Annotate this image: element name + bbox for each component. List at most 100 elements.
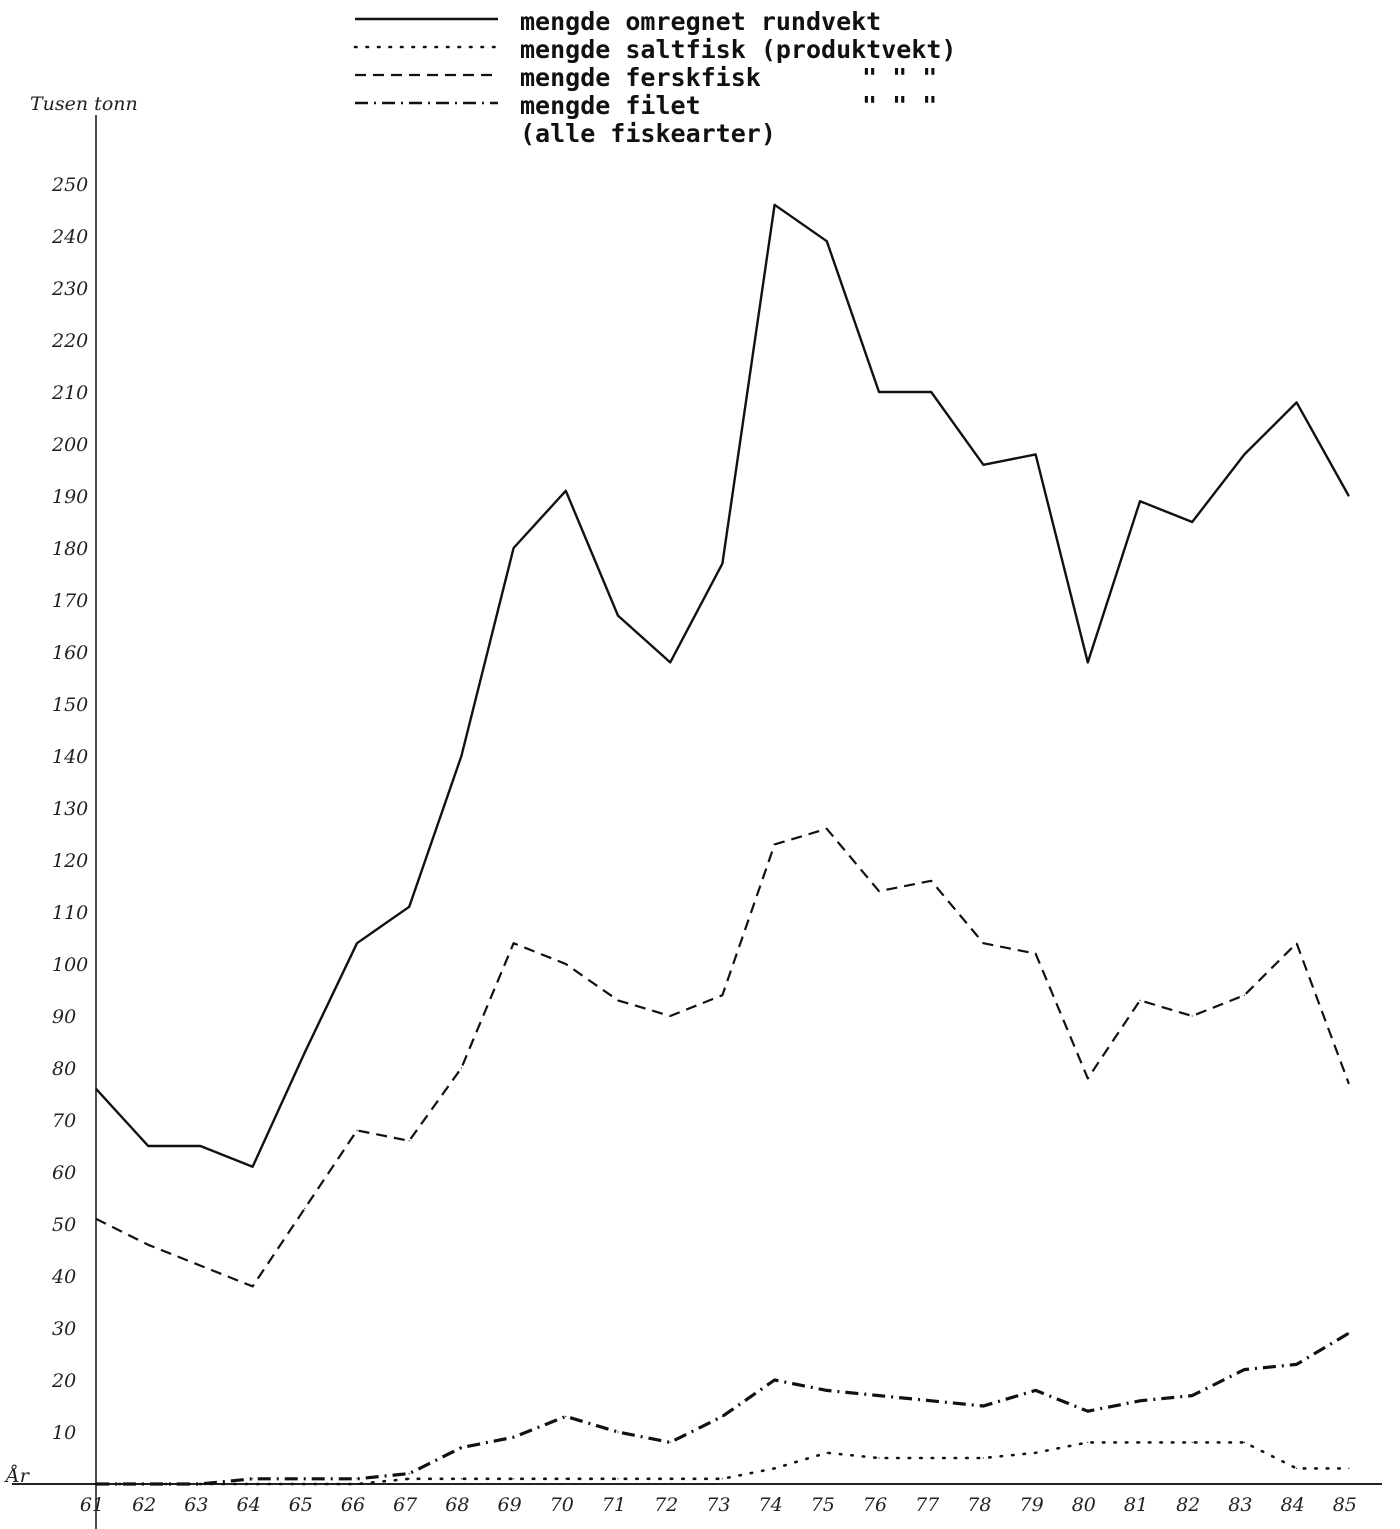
- data-point: [1087, 662, 1088, 663]
- legend-label: (alle fiskearter): [520, 119, 776, 148]
- x-tick-label: 61: [80, 1494, 104, 1516]
- y-tick-label: 160: [52, 642, 88, 664]
- y-tick-label: 230: [51, 278, 88, 300]
- data-point: [670, 1478, 671, 1479]
- legend-label: mengde saltfisk (produktvekt): [520, 35, 957, 64]
- data-point: [774, 204, 775, 205]
- x-tick-label: 63: [184, 1494, 208, 1516]
- data-point: [1296, 1364, 1297, 1365]
- y-tick-label: 10: [52, 1422, 76, 1444]
- y-tick-label: 120: [52, 850, 88, 872]
- data-point: [461, 1447, 462, 1448]
- data-point: [252, 1483, 253, 1484]
- data-point: [356, 1130, 357, 1131]
- data-point: [826, 1390, 827, 1391]
- data-point: [513, 1478, 514, 1479]
- data-point: [670, 1015, 671, 1016]
- data-point: [1348, 1468, 1349, 1469]
- data-point: [1192, 1442, 1193, 1443]
- x-tick-label: 76: [863, 1494, 887, 1516]
- x-tick-labels: 61 62 63 64 65 66 67 68 69 70 71 72 73 74 75 76 77 78 79 80…: [80, 1494, 1357, 1516]
- data-point: [1139, 1000, 1140, 1001]
- data-point: [617, 615, 618, 616]
- series-line-dotted: [96, 1442, 1349, 1484]
- y-tick-label: 30: [52, 1318, 76, 1340]
- data-point: [148, 1483, 149, 1484]
- x-tick-label: 81: [1124, 1494, 1148, 1516]
- data-point: [1296, 402, 1297, 403]
- y-tick-labels: 10 20 30 40 50 60 70 80 90 100 110 120 130 140 150 160 1…: [51, 174, 88, 1444]
- y-tick-label: 210: [51, 382, 88, 404]
- data-point: [774, 1379, 775, 1380]
- data-point: [1348, 1083, 1349, 1084]
- y-tick-label: 220: [51, 330, 88, 352]
- data-point: [1035, 953, 1036, 954]
- x-tick-label: 62: [132, 1494, 156, 1516]
- data-point: [252, 1286, 253, 1287]
- y-tick-label: 180: [52, 538, 88, 560]
- y-axis-label: Tusen tonn: [30, 93, 138, 115]
- data-point: [983, 464, 984, 465]
- data-point: [826, 1452, 827, 1453]
- x-tick-label: 83: [1228, 1494, 1252, 1516]
- data-point: [1035, 1452, 1036, 1453]
- data-point: [1087, 1078, 1088, 1079]
- data-point: [565, 963, 566, 964]
- data-point: [983, 1457, 984, 1458]
- data-point: [513, 943, 514, 944]
- data-point: [461, 1478, 462, 1479]
- data-point: [617, 1431, 618, 1432]
- data-point: [722, 1416, 723, 1417]
- data-point: [1296, 1468, 1297, 1469]
- data-point: [826, 828, 827, 829]
- data-point: [774, 844, 775, 845]
- x-tick-label: 71: [602, 1494, 626, 1516]
- x-tick-label: 65: [289, 1494, 313, 1516]
- data-point: [878, 391, 879, 392]
- origin-label: År: [4, 1465, 31, 1487]
- data-point: [356, 943, 357, 944]
- legend-ditto-marks: " " ": [862, 63, 937, 92]
- data-point: [1244, 454, 1245, 455]
- y-tick-label: 60: [52, 1162, 76, 1184]
- y-tick-label: 90: [52, 1006, 76, 1028]
- y-tick-label: 70: [52, 1110, 76, 1132]
- data-point: [1244, 1442, 1245, 1443]
- data-point: [1192, 1015, 1193, 1016]
- data-point: [200, 1145, 201, 1146]
- data-point: [304, 1052, 305, 1053]
- series-line-dashed: [96, 829, 1349, 1287]
- data-point: [1244, 1369, 1245, 1370]
- data-point: [1139, 1442, 1140, 1443]
- data-point: [95, 1483, 96, 1484]
- data-point: [1035, 454, 1036, 455]
- data-point: [461, 1067, 462, 1068]
- data-point: [1244, 995, 1245, 996]
- data-point: [617, 1000, 618, 1001]
- data-point: [774, 1468, 775, 1469]
- legend-ditto-marks: " " ": [862, 91, 937, 120]
- data-point: [252, 1166, 253, 1167]
- data-point: [200, 1483, 201, 1484]
- data-point: [670, 662, 671, 663]
- x-tick-label: 72: [654, 1494, 678, 1516]
- data-point: [878, 1395, 879, 1396]
- data-point: [1139, 1400, 1140, 1401]
- series-line-solid: [96, 205, 1349, 1167]
- y-tick-label: 190: [52, 486, 88, 508]
- y-tick-label: 170: [52, 590, 88, 612]
- data-point: [148, 1244, 149, 1245]
- axes: [12, 115, 1382, 1529]
- x-tick-label: 67: [393, 1494, 418, 1516]
- x-tick-label: 85: [1333, 1494, 1357, 1516]
- data-point: [1087, 1411, 1088, 1412]
- data-point: [1192, 521, 1193, 522]
- y-tick-label: 50: [52, 1214, 76, 1236]
- y-tick-label: 20: [51, 1370, 76, 1392]
- x-tick-label: 68: [445, 1494, 469, 1516]
- data-point: [878, 891, 879, 892]
- data-point: [304, 1478, 305, 1479]
